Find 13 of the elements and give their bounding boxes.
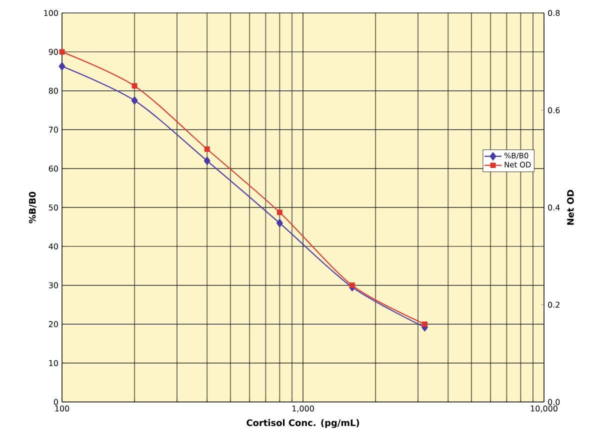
x-axis-title: Cortisol Conc. (pg/mL) [246, 419, 360, 428]
point [204, 156, 210, 165]
point [204, 146, 210, 152]
y2-axis-title: Net OD [567, 190, 574, 225]
point [276, 210, 282, 216]
point [276, 218, 283, 228]
y-axis-title: %B/B0 [28, 192, 36, 224]
point [58, 62, 66, 70]
point [422, 321, 428, 327]
point [59, 49, 65, 55]
point [131, 96, 138, 105]
point [349, 282, 355, 288]
point [132, 83, 138, 89]
